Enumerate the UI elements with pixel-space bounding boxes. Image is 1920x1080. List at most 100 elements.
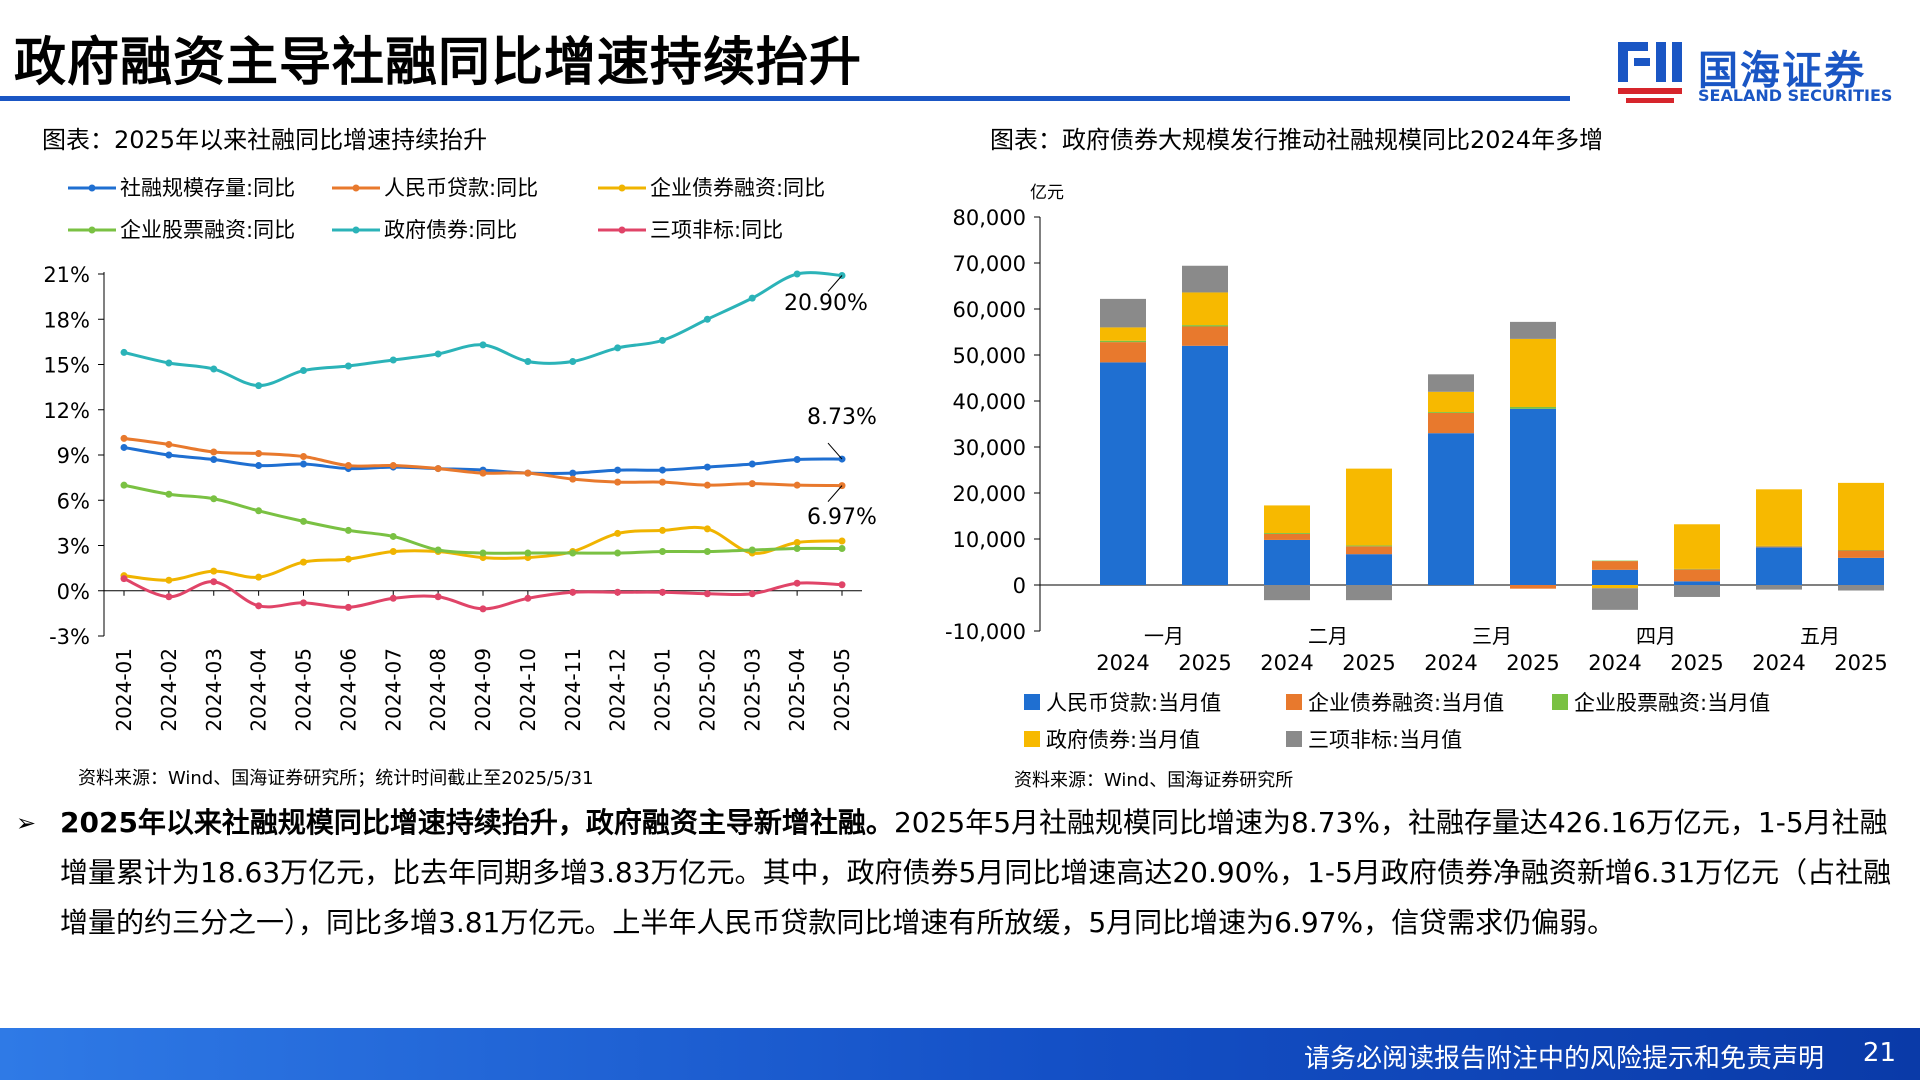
data-point bbox=[659, 466, 666, 474]
sealand-logo-icon bbox=[1618, 42, 1682, 103]
data-point bbox=[255, 507, 263, 515]
data-point bbox=[344, 526, 352, 534]
group-label: 二月 bbox=[1308, 624, 1348, 648]
data-point bbox=[614, 529, 622, 537]
bar-segment bbox=[1346, 545, 1392, 547]
bar-segment bbox=[1674, 569, 1720, 582]
bar-segment bbox=[1838, 585, 1884, 591]
data-point bbox=[210, 495, 218, 503]
legend-label: 人民币贷款:当月值 bbox=[1046, 691, 1221, 715]
data-point bbox=[344, 555, 352, 563]
annotation-label: 6.97% bbox=[807, 505, 877, 530]
data-point bbox=[748, 590, 756, 598]
data-point bbox=[659, 478, 666, 486]
data-point bbox=[569, 549, 577, 557]
bar-segment bbox=[1346, 554, 1392, 585]
bar-segment bbox=[1510, 321, 1556, 339]
data-point bbox=[300, 599, 307, 607]
x-tick-label: 2025-03 bbox=[740, 648, 764, 732]
legend-swatch bbox=[1286, 731, 1302, 747]
bar-segment bbox=[1428, 433, 1474, 585]
data-point bbox=[479, 469, 487, 477]
data-point bbox=[838, 581, 846, 589]
data-point bbox=[614, 588, 622, 596]
left-chart-source: 资料来源：Wind、国海证券研究所；统计时间截止至2025/5/31 bbox=[78, 768, 594, 789]
data-point bbox=[703, 548, 711, 556]
legend-marker bbox=[618, 226, 626, 234]
bar-segment bbox=[1182, 292, 1228, 326]
data-point bbox=[300, 367, 307, 375]
bar-segment bbox=[1510, 338, 1556, 407]
data-point bbox=[120, 481, 128, 489]
data-point bbox=[659, 336, 666, 344]
data-point bbox=[165, 359, 173, 367]
y-tick-label: 60,000 bbox=[953, 298, 1026, 322]
y-tick-label: 30,000 bbox=[953, 436, 1026, 460]
footer-bar: 请务必阅读报告附注中的风险提示和免责声明 21 bbox=[0, 1028, 1920, 1080]
bar-segment bbox=[1346, 546, 1392, 555]
annotation-leader bbox=[827, 442, 843, 460]
x-tick-label: 2024-06 bbox=[336, 648, 360, 732]
data-point bbox=[344, 603, 352, 611]
x-tick-label: 2025 bbox=[1506, 651, 1559, 675]
data-point bbox=[569, 357, 577, 365]
data-point bbox=[569, 469, 577, 477]
page-number: 21 bbox=[1862, 1038, 1896, 1068]
legend-label: 企业债券融资:当月值 bbox=[1308, 691, 1504, 715]
data-point bbox=[748, 294, 756, 302]
bar-segment bbox=[1756, 585, 1802, 590]
y-tick-label: 21% bbox=[43, 263, 90, 287]
data-point bbox=[255, 462, 263, 470]
annotation-leader bbox=[827, 485, 843, 502]
x-tick-label: 2024 bbox=[1752, 651, 1805, 675]
data-point bbox=[300, 460, 307, 468]
bar-segment bbox=[1264, 533, 1310, 540]
data-point bbox=[434, 546, 442, 554]
title-rule bbox=[0, 96, 1570, 101]
group-label: 四月 bbox=[1636, 624, 1676, 648]
legend-swatch bbox=[1552, 694, 1568, 710]
data-point bbox=[344, 462, 352, 470]
data-point bbox=[748, 546, 756, 554]
legend-label: 三项非标:当月值 bbox=[1308, 728, 1462, 752]
data-point bbox=[434, 465, 442, 473]
data-point bbox=[300, 558, 307, 566]
data-point bbox=[344, 362, 352, 370]
legend-label: 企业债券融资:同比 bbox=[650, 176, 825, 200]
page-title: 政府融资主导社融同比增速持续抬升 bbox=[14, 33, 863, 93]
data-point bbox=[120, 434, 128, 442]
data-point bbox=[120, 443, 128, 451]
data-point bbox=[703, 590, 711, 598]
data-point bbox=[703, 525, 711, 533]
data-point bbox=[389, 462, 397, 470]
x-tick-label: 2024-09 bbox=[471, 648, 495, 732]
y-unit-label: 亿元 bbox=[1030, 183, 1064, 203]
bar-segment bbox=[1264, 585, 1310, 601]
data-point bbox=[165, 490, 173, 498]
group-label: 五月 bbox=[1800, 624, 1840, 648]
data-point bbox=[389, 532, 397, 540]
data-point bbox=[614, 466, 622, 474]
x-tick-label: 2025-04 bbox=[785, 648, 809, 732]
group-label: 三月 bbox=[1472, 624, 1512, 648]
x-tick-label: 2024-08 bbox=[426, 648, 450, 732]
x-tick-label: 2024-10 bbox=[516, 648, 540, 732]
bar-segment bbox=[1592, 561, 1638, 570]
bar-segment bbox=[1346, 468, 1392, 546]
y-tick-label: 12% bbox=[43, 399, 90, 423]
x-tick-label: 2024-03 bbox=[202, 648, 226, 732]
legend-marker bbox=[88, 184, 96, 192]
data-point bbox=[703, 315, 711, 323]
bar-segment bbox=[1428, 412, 1474, 413]
data-point bbox=[703, 481, 711, 489]
y-tick-label: 9% bbox=[57, 444, 90, 468]
bar-segment bbox=[1264, 533, 1310, 534]
legend-label: 三项非标:同比 bbox=[650, 218, 783, 242]
annotation-label: 8.73% bbox=[807, 405, 877, 430]
data-point bbox=[793, 270, 801, 278]
bar-segment bbox=[1182, 345, 1228, 585]
data-point bbox=[524, 469, 532, 477]
data-point bbox=[838, 537, 846, 545]
data-point bbox=[659, 588, 666, 596]
